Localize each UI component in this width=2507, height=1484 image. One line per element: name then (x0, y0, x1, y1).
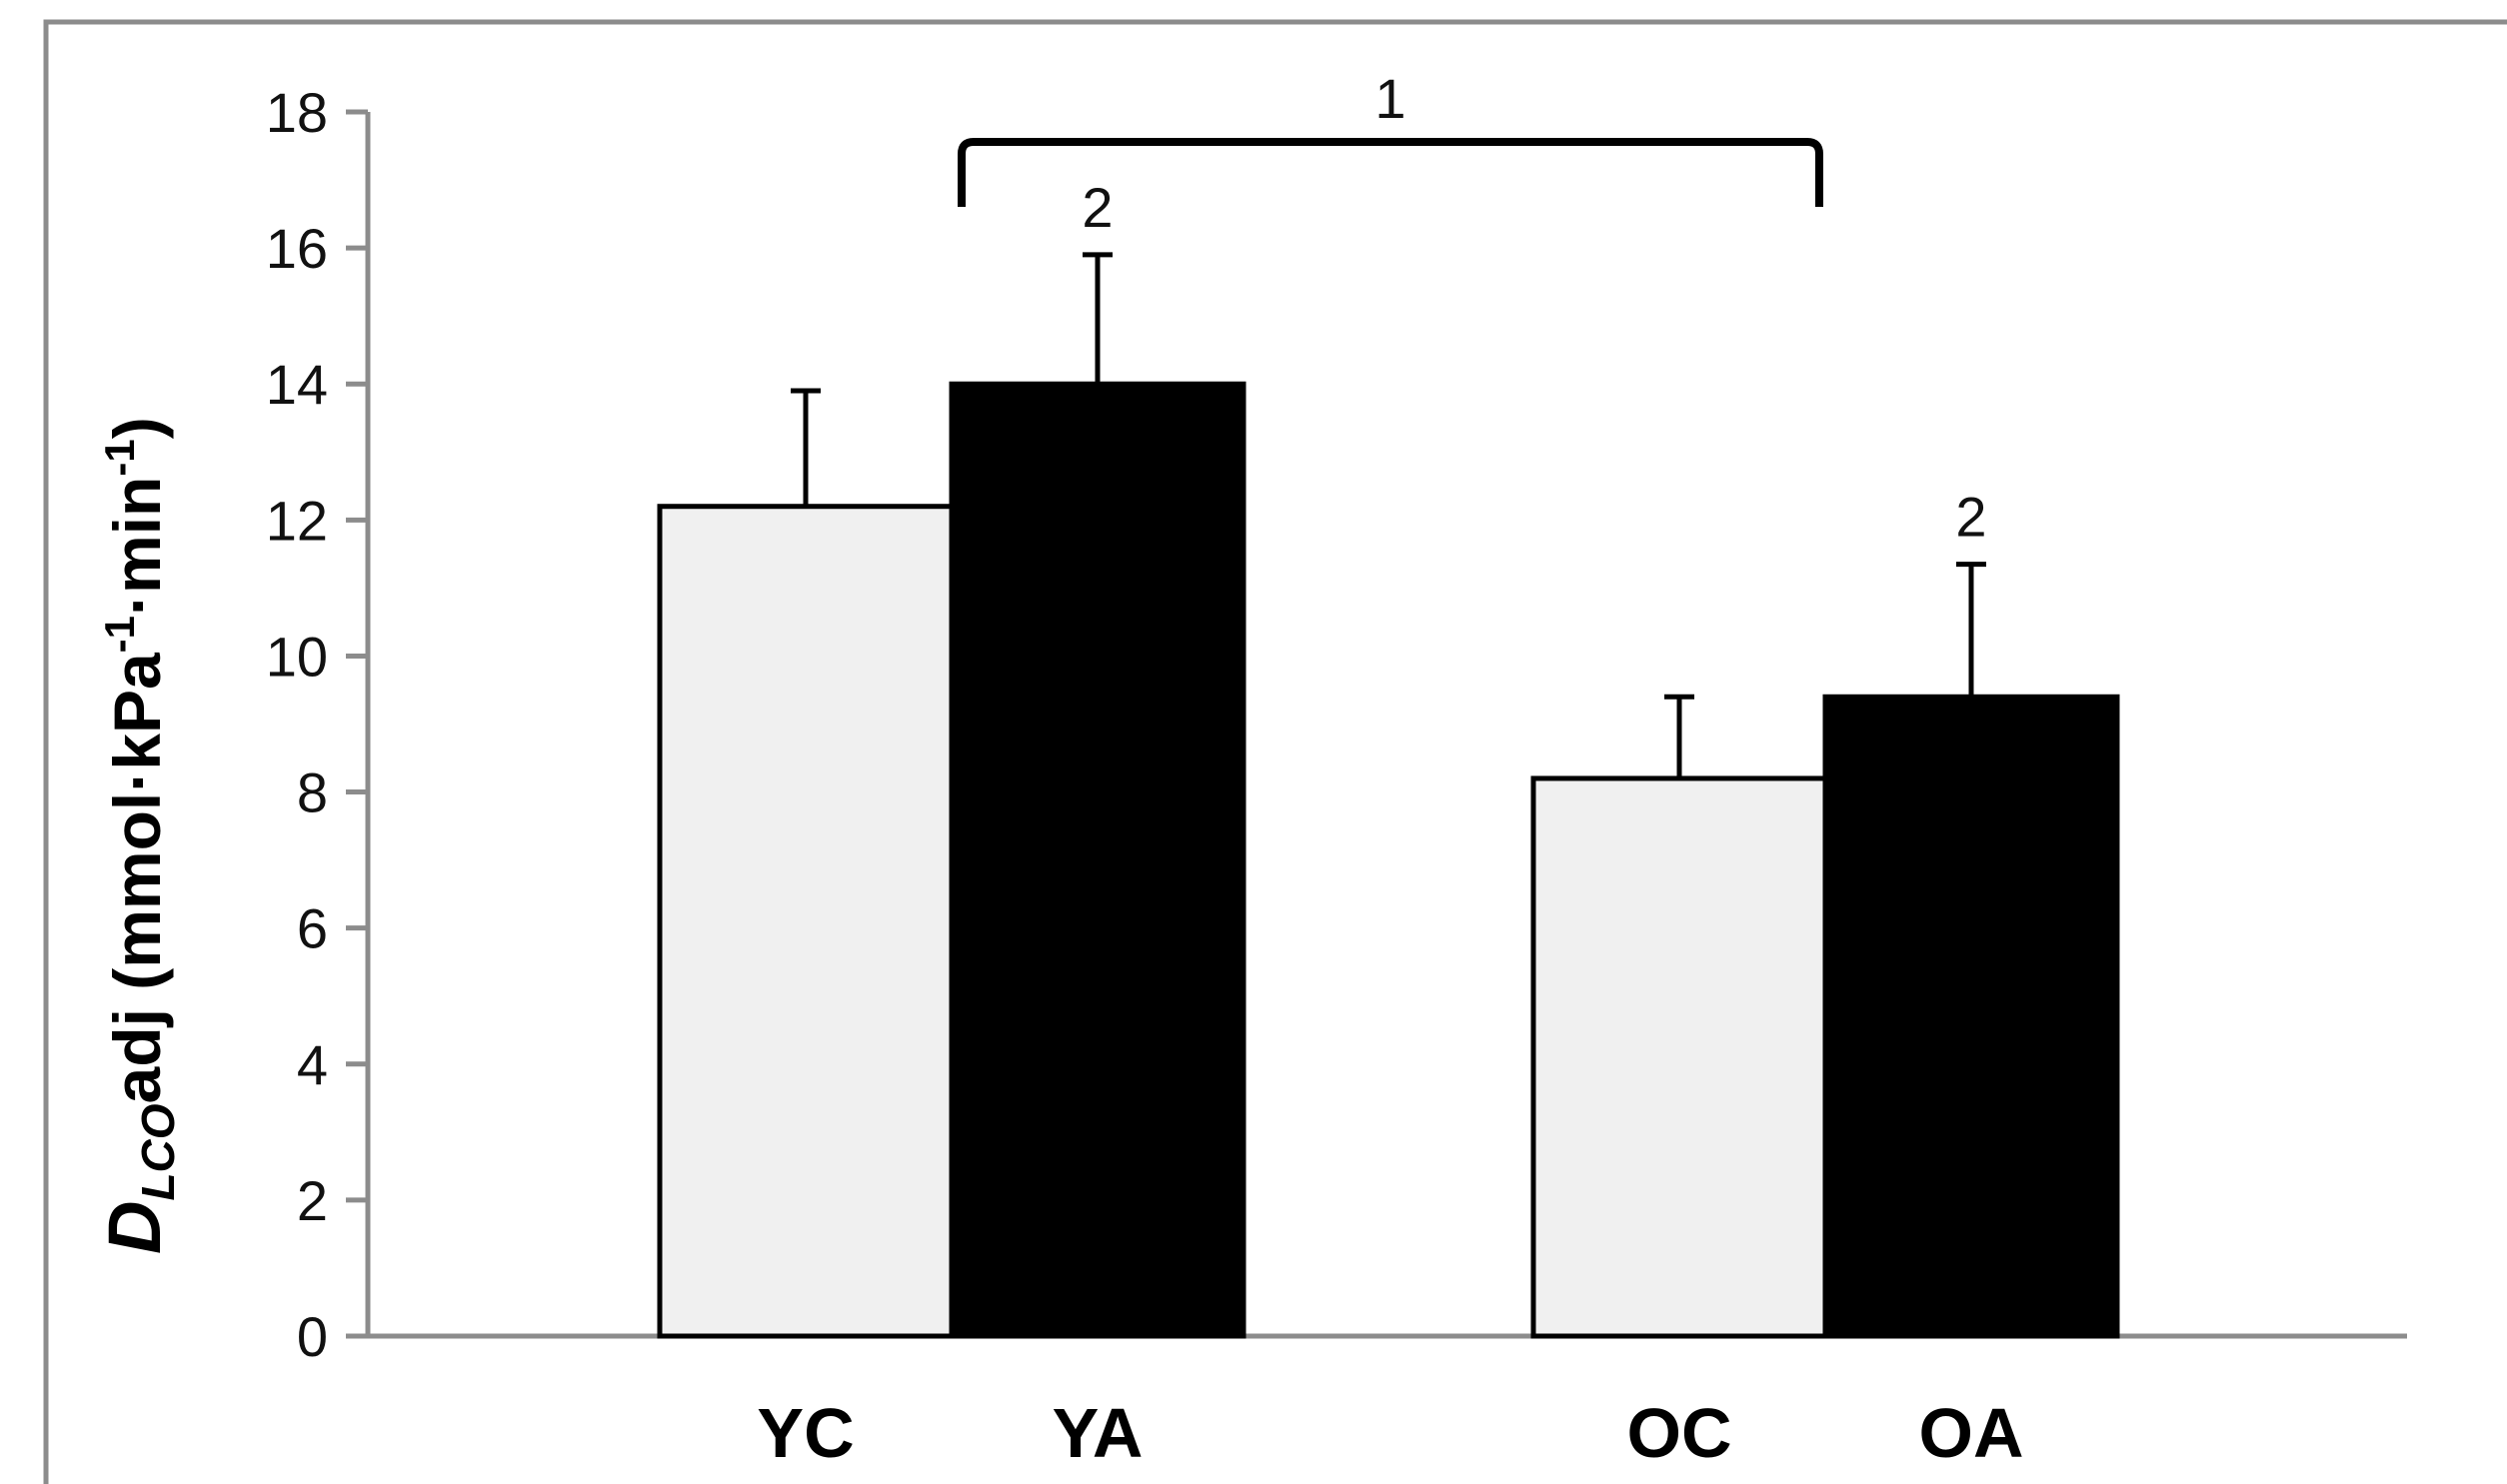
y-tick-label: 2 (297, 1169, 328, 1232)
y-tick-label: 6 (297, 897, 328, 960)
x-axis: YC YA OC OA (368, 1333, 2407, 1472)
y-tick-label: 10 (266, 625, 328, 688)
x-category-label: YC (757, 1394, 854, 1472)
bracket-label: 1 (1374, 67, 1405, 130)
annotations-group: 2 2 1 (958, 67, 1987, 549)
y-axis-label-adj: adj (mmol·kPa (100, 652, 174, 1103)
y-tick-label: 4 (297, 1033, 328, 1096)
x-category-label: OC (1627, 1394, 1732, 1472)
y-tick-label: 14 (266, 353, 328, 416)
y-axis-label: DLCOadj (mmol·kPa-1·min-1) (93, 417, 184, 1254)
bar (949, 381, 1247, 1339)
bar-annotation: 2 (1082, 176, 1113, 239)
significance-bracket (958, 138, 1823, 207)
bar (1822, 694, 2120, 1339)
y-tick-label: 16 (266, 217, 328, 280)
y-axis: 0 2 4 6 8 10 12 14 16 18 (266, 81, 371, 1368)
error-bars-group (791, 252, 1986, 778)
bar-annotation: 2 (1955, 486, 1986, 549)
bars-group (657, 381, 2120, 1339)
y-axis-label-sub: LCO (132, 1103, 184, 1200)
y-tick-label: 18 (266, 81, 328, 144)
y-axis-label-close: ) (100, 417, 174, 439)
x-category-label: OA (1919, 1394, 2024, 1472)
y-axis-label-text: DLCOadj (mmol·kPa-1·min-1) (93, 417, 184, 1254)
y-tick-label: 8 (297, 761, 328, 824)
y-tick-label: 0 (297, 1305, 328, 1368)
x-category-label: YA (1053, 1394, 1144, 1472)
chart-frame (43, 19, 2507, 1484)
y-tick-label: 12 (266, 489, 328, 552)
bar (1530, 775, 1828, 1339)
bar (657, 504, 955, 1339)
y-axis-label-sup1: -1 (96, 616, 143, 653)
y-axis-label-d: D (93, 1201, 176, 1254)
y-axis-label-sup2: -1 (96, 439, 143, 476)
y-axis-label-mid: ·min (100, 477, 174, 616)
